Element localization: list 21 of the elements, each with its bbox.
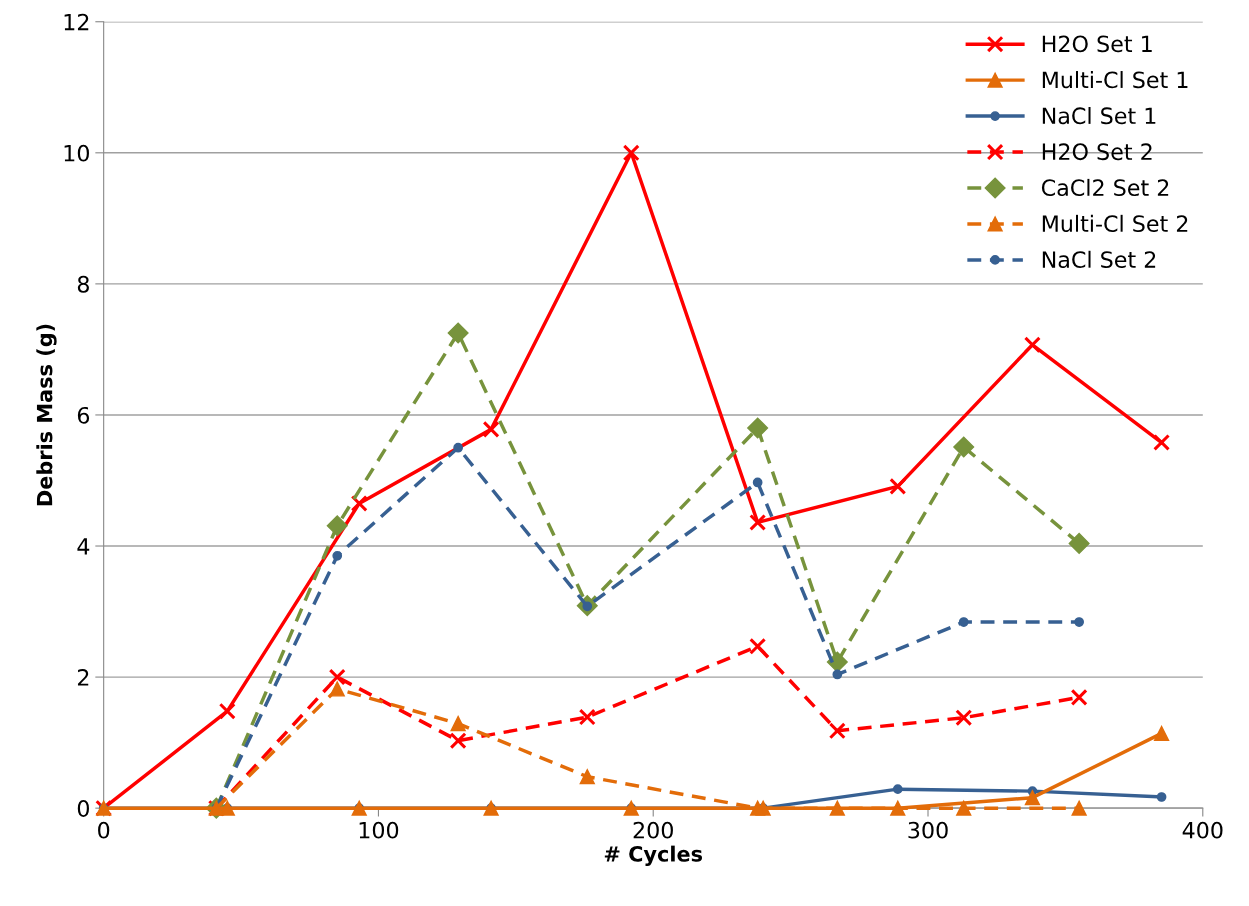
y-axis-title: Debris Mass (g) xyxy=(36,324,57,506)
y-tick-label: 10 xyxy=(64,144,89,162)
x-tick-label: 200 xyxy=(633,821,673,839)
y-tick-label: 12 xyxy=(64,13,89,31)
x-axis-title: # Cycles xyxy=(604,845,703,866)
y-tick-label: 6 xyxy=(77,406,90,424)
legend-label: H2O Set 2 xyxy=(1042,143,1152,161)
legend-label: H2O Set 1 xyxy=(1042,35,1152,53)
legend-label: CaCl2 Set 2 xyxy=(1041,178,1169,197)
legend-label: Multi-Cl Set 1 xyxy=(1042,71,1188,89)
legend-label: NaCl Set 1 xyxy=(1042,106,1156,125)
y-tick-label: 2 xyxy=(77,669,89,686)
x-tick-label: 400 xyxy=(1182,821,1223,839)
x-tick-label: 0 xyxy=(98,821,110,839)
legend-label: NaCl Set 2 xyxy=(1042,250,1156,268)
x-tick-label: 100 xyxy=(359,821,399,839)
y-tick-label: 4 xyxy=(77,538,90,555)
legend-label: Multi-Cl Set 2 xyxy=(1042,214,1188,233)
x-tick-label: 300 xyxy=(908,821,948,839)
y-tick-label: 8 xyxy=(77,275,89,293)
y-tick-label: 0 xyxy=(77,800,89,817)
